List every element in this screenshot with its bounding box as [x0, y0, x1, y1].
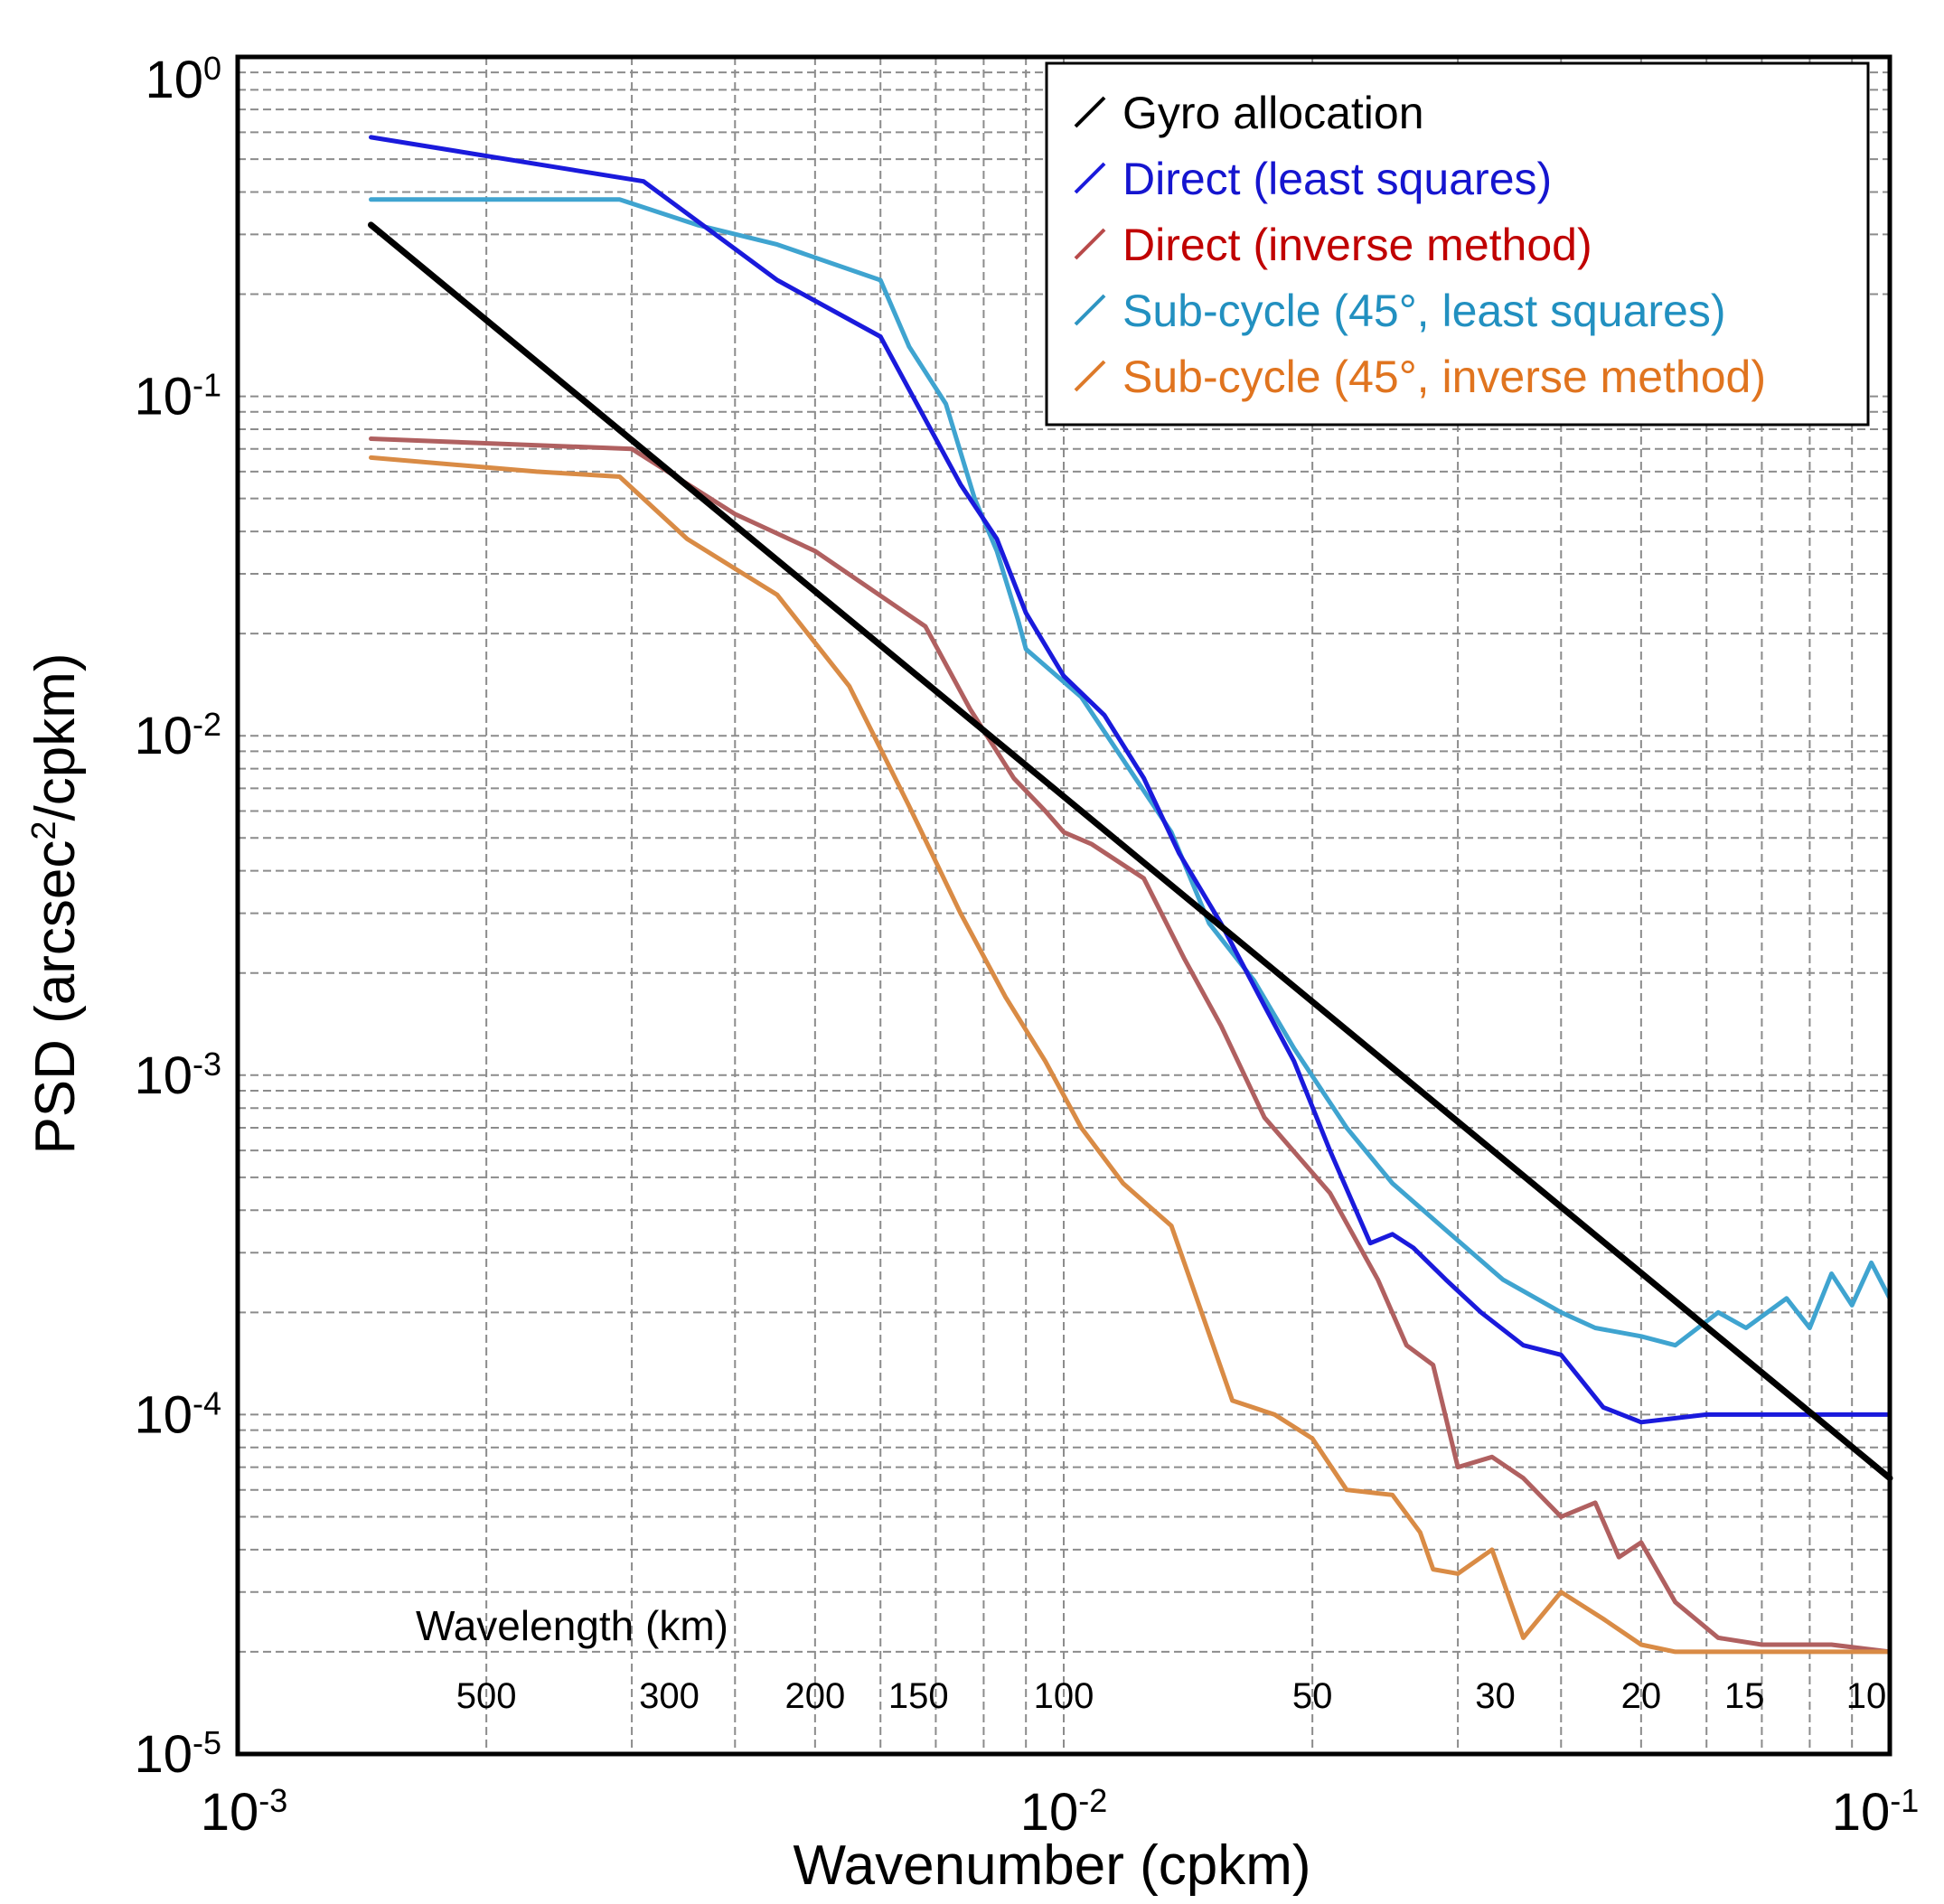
wavelength-label: 10	[1846, 1676, 1887, 1716]
x-tick-base: 10	[201, 1783, 259, 1842]
y-tick-label: 10-1	[134, 366, 221, 427]
y-tick-exponent: -1	[193, 366, 221, 403]
x-tick-exponent: -1	[1890, 1782, 1919, 1819]
y-tick-exponent: -4	[193, 1384, 221, 1421]
legend-item-label: Direct (least squares)	[1122, 154, 1552, 204]
y-tick-base: 10	[134, 1385, 193, 1444]
legend-item-label: Sub-cycle (45°, least squares)	[1122, 286, 1726, 336]
x-tick-label: 10-1	[1832, 1782, 1920, 1843]
y-axis-title-suffix: /cpkm)	[24, 652, 87, 821]
legend-item-label: Gyro allocation	[1122, 88, 1424, 138]
y-tick-exponent: 0	[203, 50, 221, 87]
wavelength-label: 50	[1292, 1676, 1333, 1716]
wavelength-label: 100	[1034, 1676, 1094, 1716]
y-axis-title-superscript: 2	[25, 821, 63, 839]
y-tick-base: 10	[134, 707, 193, 765]
x-tick-exponent: -3	[258, 1782, 287, 1819]
wavelength-axis: Wavelength (km) 500 300 200 150 100 50 30 20 15 1…	[416, 1602, 1886, 1716]
series-line-direct-least-squares	[369, 135, 1892, 1425]
wavelength-label: 300	[639, 1676, 700, 1716]
series-layer	[368, 135, 1893, 1655]
y-tick-label: 10-2	[134, 706, 221, 766]
y-tick-exponent: -3	[193, 1045, 221, 1082]
legend-swatch	[1074, 228, 1106, 260]
y-tick-base: 10	[145, 51, 203, 109]
series-line-gyro-allocation	[368, 221, 1893, 1482]
legend-swatch	[1074, 162, 1106, 194]
plot-frame	[235, 54, 1892, 1757]
wavelength-label: 500	[456, 1676, 517, 1716]
y-tick-base: 10	[134, 1725, 193, 1784]
series-line-direct-inverse-method	[369, 436, 1892, 1655]
y-tick-base: 10	[134, 1046, 193, 1105]
legend-swatch	[1074, 96, 1106, 128]
x-tick-label: 10-2	[1020, 1782, 1108, 1843]
x-tick-exponent: -2	[1078, 1782, 1107, 1819]
x-axis-title: Wavenumber (cpkm)	[793, 1834, 1310, 1897]
y-axis-title-prefix: PSD (arcsec	[24, 840, 87, 1155]
wavelength-label: 20	[1621, 1676, 1662, 1716]
x-tick-base: 10	[1020, 1783, 1079, 1842]
series-line-sub-cycle-45-least-squares	[369, 197, 1892, 1348]
wavelength-label: 30	[1475, 1676, 1516, 1716]
wavelength-label: 150	[888, 1676, 949, 1716]
y-tick-label: 100	[145, 50, 221, 110]
y-tick-label: 10-4	[134, 1384, 221, 1445]
y-tick-label: 10-5	[134, 1724, 221, 1785]
legend-item-label: Direct (inverse method)	[1122, 220, 1592, 270]
y-tick-base: 10	[134, 368, 193, 427]
y-tick-exponent: -5	[193, 1724, 221, 1761]
wavelength-label: 15	[1724, 1676, 1765, 1716]
legend-swatch	[1074, 360, 1106, 392]
legend: Gyro allocation Direct (least squares) Dir…	[1045, 61, 1870, 427]
legend-box	[1045, 61, 1870, 427]
wavelength-axis-title: Wavelength (km)	[416, 1602, 728, 1649]
series-line-sub-cycle-45-inverse-method	[369, 455, 1892, 1655]
x-tick-label: 10-3	[201, 1782, 288, 1843]
x-tick-base: 10	[1832, 1783, 1891, 1842]
y-axis-title: PSD (arcsec2/cpkm)	[24, 652, 87, 1154]
legend-swatch	[1074, 294, 1106, 326]
y-tick-exponent: -2	[193, 706, 221, 743]
y-tick-label: 10-3	[134, 1045, 221, 1105]
wavelength-label: 200	[784, 1676, 845, 1716]
legend-item-label: Sub-cycle (45°, inverse method)	[1122, 352, 1766, 402]
